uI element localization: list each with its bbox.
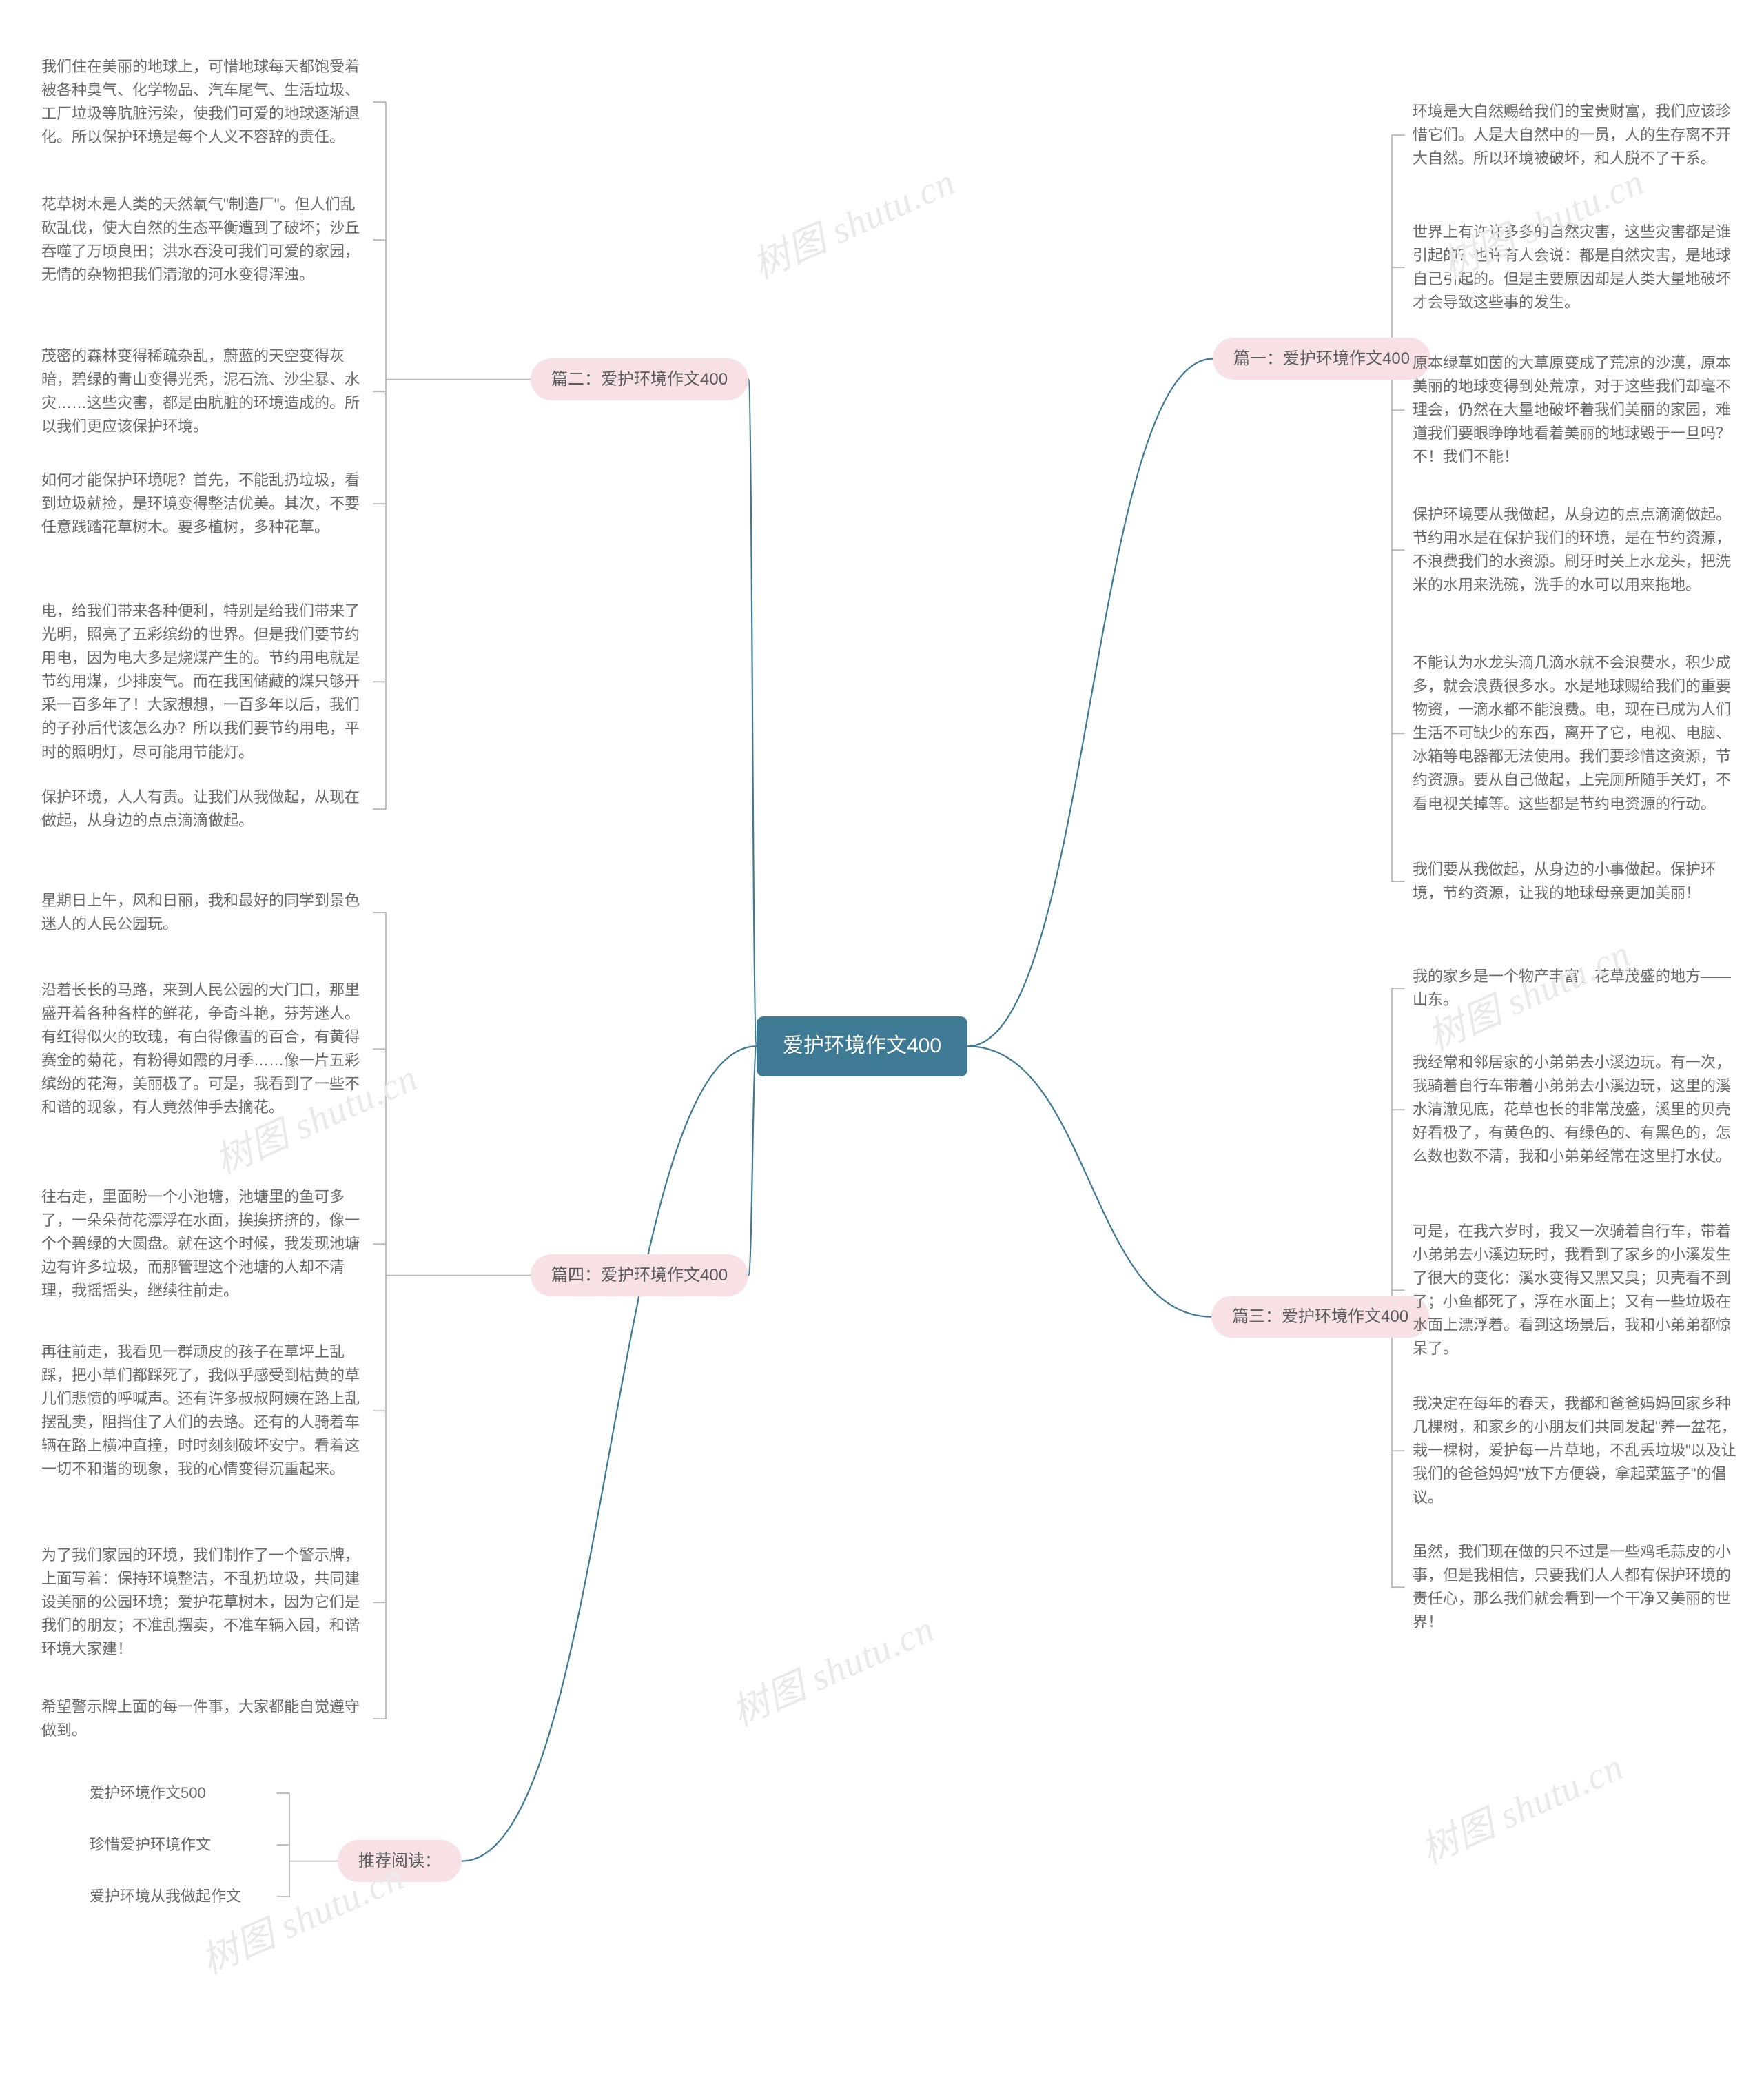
branch-article-1: 篇一：爱护环境作文400 bbox=[1213, 338, 1430, 380]
leaf-b2-3: 如何才能保护环境呢？首先，不能乱扔垃圾，看到垃圾就捡，是环境变得整洁优美。其次，… bbox=[41, 469, 365, 539]
leaf-b3-4: 虽然，我们现在做的只不过是一些鸡毛蒜皮的小事，但是我相信，只要我们人人都有保护环… bbox=[1413, 1540, 1736, 1634]
leaf-b3-0: 我的家乡是一个物产丰富，花草茂盛的地方——山东。 bbox=[1413, 965, 1736, 1012]
leaf-b1-5: 我们要从我做起，从身边的小事做起。保护环境，节约资源，让我的地球母亲更加美丽！ bbox=[1413, 858, 1736, 905]
leaf-b3-3: 我决定在每年的春天，我都和爸爸妈妈回家乡种几棵树，和家乡的小朋友们共同发起"养一… bbox=[1413, 1392, 1736, 1509]
leaf-b2-5: 保护环境，人人有责。让我们从我做起，从现在做起，从身边的点点滴滴做起。 bbox=[41, 786, 365, 832]
leaf-b4-3: 再往前走，我看见一群顽皮的孩子在草坪上乱踩，把小草们都踩死了，我似乎感受到枯黄的… bbox=[41, 1340, 365, 1482]
leaf-b5-1: 珍惜爱护环境作文 bbox=[90, 1833, 269, 1857]
leaf-b5-0: 爱护环境作文500 bbox=[90, 1781, 269, 1805]
leaf-b3-2: 可是，在我六岁时，我又一次骑着自行车，带着小弟弟去小溪边玩时，我看到了家乡的小溪… bbox=[1413, 1220, 1736, 1361]
leaf-b2-0: 我们住在美丽的地球上，可惜地球每天都饱受着被各种臭气、化学物品、汽车尾气、生活垃… bbox=[41, 55, 365, 149]
watermark: 树图 shutu.cn bbox=[722, 1599, 942, 1737]
leaf-b4-5: 希望警示牌上面的每一件事，大家都能自觉遵守做到。 bbox=[41, 1695, 365, 1742]
watermark: 树图 shutu.cn bbox=[743, 152, 963, 289]
center-node: 爱护环境作文400 bbox=[757, 1016, 967, 1076]
leaf-b4-4: 为了我们家园的环境，我们制作了一个警示牌，上面写着：保持环境整洁，不乱扔垃圾，共… bbox=[41, 1544, 365, 1661]
leaf-b3-1: 我经常和邻居家的小弟弟去小溪边玩。有一次，我骑着自行车带着小弟弟去小溪边玩，这里… bbox=[1413, 1051, 1736, 1168]
leaf-b1-3: 保护环境要从我做起，从身边的点点滴滴做起。节约用水是在保护我们的环境，是在节约资… bbox=[1413, 503, 1736, 597]
leaf-b4-1: 沿着长长的马路，来到人民公园的大门口，那里盛开着各种各样的鲜花，争奇斗艳，芬芳迷… bbox=[41, 979, 365, 1120]
branch-article-2: 篇二：爱护环境作文400 bbox=[531, 358, 748, 400]
leaf-b1-4: 不能认为水龙头滴几滴水就不会浪费水，积少成多，就会浪费很多水。水是地球赐给我们的… bbox=[1413, 651, 1736, 816]
leaf-b5-2: 爱护环境从我做起作文 bbox=[90, 1885, 269, 1908]
leaf-b1-0: 环境是大自然赐给我们的宝贵财富，我们应该珍惜它们。人是大自然中的一员，人的生存离… bbox=[1413, 100, 1736, 170]
leaf-b2-4: 电，给我们带来各种便利，特别是给我们带来了光明，照亮了五彩缤纷的世界。但是我们要… bbox=[41, 600, 365, 764]
leaf-b2-2: 茂密的森林变得稀疏杂乱，蔚蓝的天空变得灰暗，碧绿的青山变得光秃，泥石流、沙尘暴、… bbox=[41, 345, 365, 438]
branch-article-3: 篇三：爱护环境作文400 bbox=[1211, 1296, 1429, 1338]
leaf-b4-2: 往右走，里面盼一个小池塘，池塘里的鱼可多了，一朵朵荷花漂浮在水面，挨挨挤挤的，像… bbox=[41, 1185, 365, 1302]
leaf-b1-1: 世界上有许许多多的自然灾害，这些灾害都是谁引起的？也许有人会说：都是自然灾害，是… bbox=[1413, 221, 1736, 314]
leaf-b1-2: 原本绿草如茵的大草原变成了荒凉的沙漠，原本美丽的地球变得到处荒凉，对于这些我们却… bbox=[1413, 351, 1736, 469]
branch-article-4: 篇四：爱护环境作文400 bbox=[531, 1254, 748, 1296]
watermark: 树图 shutu.cn bbox=[1411, 1737, 1631, 1874]
leaf-b4-0: 星期日上午，风和日丽，我和最好的同学到景色迷人的人民公园玩。 bbox=[41, 889, 365, 936]
branch-recommended: 推荐阅读： bbox=[338, 1840, 462, 1882]
leaf-b2-1: 花草树木是人类的天然氧气"制造厂"。但人们乱砍乱伐，使大自然的生态平衡遭到了破坏… bbox=[41, 193, 365, 287]
